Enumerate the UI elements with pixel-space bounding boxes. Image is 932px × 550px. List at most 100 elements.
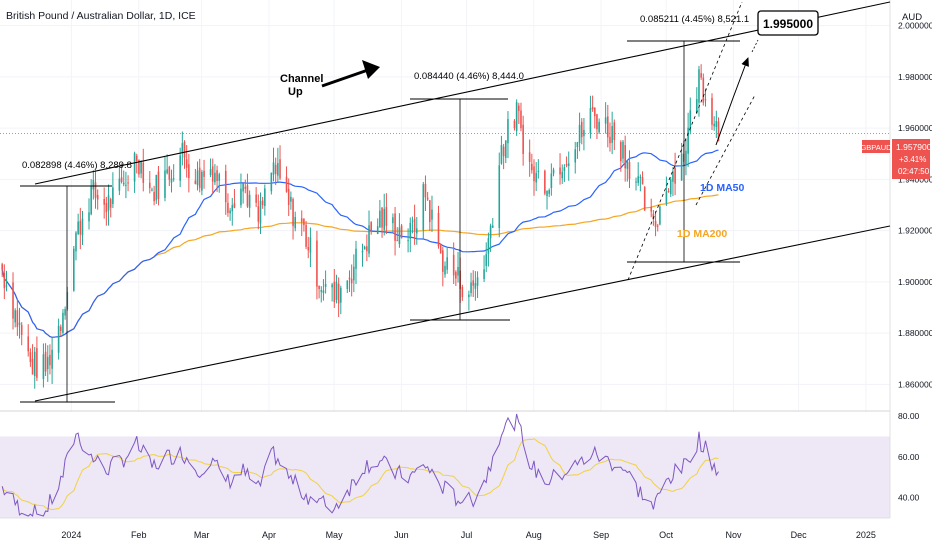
candle-body	[498, 165, 501, 229]
candle-body	[337, 283, 340, 304]
candle-body	[452, 254, 455, 276]
candle-body	[528, 152, 531, 162]
candle-body	[593, 107, 596, 117]
time-tick: Jul	[461, 530, 473, 540]
candle-body	[166, 169, 168, 174]
candle-body	[140, 162, 142, 174]
candle-body	[57, 325, 60, 353]
candle-body	[320, 290, 323, 292]
time-tick: 2025	[856, 530, 876, 540]
candle-body	[385, 207, 388, 226]
candle-body	[214, 172, 216, 183]
candle-body	[5, 285, 8, 287]
inner-channel-upper[interactable]	[627, 1, 743, 281]
candle-body	[654, 220, 657, 227]
channel-lower-line[interactable]	[34, 225, 891, 402]
candle-body	[442, 250, 444, 272]
inner-channel-lower[interactable]	[695, 94, 756, 206]
candle-body	[659, 206, 661, 225]
candle-body	[133, 153, 136, 182]
price-tick: 2.000000	[898, 21, 932, 31]
candle-body	[711, 97, 713, 125]
candle-body	[544, 170, 546, 194]
candle-body	[51, 349, 53, 369]
candle-body	[79, 220, 82, 235]
ma50-line	[1, 149, 719, 338]
candle-body	[33, 351, 36, 376]
candle-body	[218, 174, 221, 181]
candle-body	[316, 240, 318, 287]
ma200-label: 1D MA200	[677, 228, 727, 240]
candle-body	[198, 167, 201, 188]
candle-body	[309, 237, 312, 253]
candle-body	[300, 218, 303, 223]
candle-body	[487, 238, 490, 254]
price-pane[interactable]	[0, 0, 890, 410]
price-tag-price: 1.957900	[896, 142, 932, 152]
candle-body	[620, 141, 622, 162]
candle-body	[533, 166, 535, 182]
candle-body	[607, 116, 609, 138]
candle-body	[485, 254, 488, 266]
candle-body	[118, 178, 121, 191]
time-tick: Mar	[194, 530, 210, 540]
candle-body	[18, 322, 21, 325]
candle-body	[75, 232, 77, 252]
candle-body	[667, 190, 670, 192]
candle-body	[518, 105, 520, 111]
candle-body	[333, 281, 336, 303]
price-tag[interactable]	[892, 139, 930, 179]
chart-title: British Pound / Australian Dollar, 1D, I…	[6, 10, 196, 22]
candle-body	[20, 324, 23, 335]
time-tick: Feb	[131, 530, 147, 540]
candle-body	[233, 203, 236, 208]
candle-body	[376, 226, 379, 234]
candle-body	[27, 336, 30, 352]
candle-body	[138, 159, 140, 175]
candle-body	[626, 160, 629, 169]
candle-body	[109, 199, 112, 208]
candle-body	[502, 146, 505, 157]
candle-body	[637, 176, 639, 183]
candle-body	[331, 284, 333, 288]
candle-body	[483, 269, 485, 280]
candle-body	[155, 174, 158, 201]
candle-body	[92, 180, 95, 190]
candle-body	[277, 163, 279, 176]
candle-body	[279, 159, 281, 179]
candle-body	[628, 162, 631, 179]
candle-body	[472, 280, 475, 286]
time-tick: 2024	[61, 530, 81, 540]
channel-upper-line[interactable]	[34, 1, 891, 185]
candle-body	[515, 102, 518, 132]
candle-body	[3, 272, 6, 289]
candle-body	[107, 195, 110, 211]
candle-body	[62, 312, 64, 333]
candle-body	[248, 194, 251, 208]
candle-body	[392, 217, 394, 224]
candle-body	[340, 287, 342, 303]
candle-body	[270, 172, 273, 192]
time-tick: Sep	[593, 530, 609, 540]
candle-body	[611, 126, 613, 143]
candle-body	[411, 220, 414, 222]
candle-body	[255, 194, 257, 203]
candle-body	[639, 176, 642, 179]
symbol-tag[interactable]	[862, 140, 890, 153]
channel-arrow	[321, 68, 369, 88]
candle-body	[183, 141, 186, 158]
candle-body	[381, 207, 383, 228]
candle-body	[366, 246, 368, 252]
candle-body	[368, 225, 370, 254]
candle-body	[444, 265, 446, 275]
time-tick: May	[326, 530, 344, 540]
candle-body	[563, 167, 566, 172]
candle-body	[609, 136, 611, 144]
target-box[interactable]	[757, 10, 819, 36]
candle-body	[522, 124, 524, 154]
candle-body	[439, 245, 442, 253]
price-axis[interactable]	[890, 0, 932, 550]
candle-body	[14, 310, 16, 323]
candle-body	[201, 171, 203, 191]
